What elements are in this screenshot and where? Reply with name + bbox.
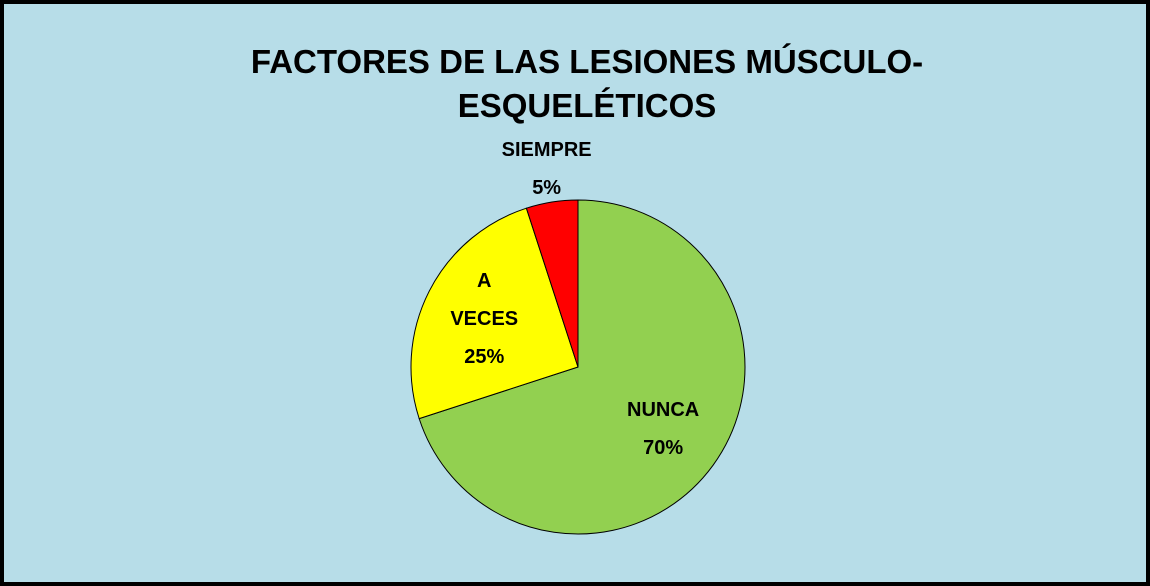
data-label: NUNCA 70% — [623, 391, 703, 467]
data-label: A VECES 25% — [444, 262, 524, 376]
pie-slice — [410, 207, 579, 420]
value-label: 5% — [532, 177, 562, 200]
pie-slice — [525, 199, 579, 368]
category-label: A VECES — [450, 270, 519, 331]
pie-area — [410, 199, 746, 535]
pie-slice — [418, 199, 746, 535]
category-label: SIEMPRE — [501, 139, 592, 162]
category-label: NUNCA — [627, 398, 700, 421]
chart-title: FACTORES DE LAS LESIONES MÚSCULO-ESQUELÉ… — [250, 43, 924, 124]
value-label: 70% — [643, 436, 684, 459]
data-label: SIEMPRE 5% — [487, 131, 607, 207]
value-label: 25% — [464, 346, 505, 369]
